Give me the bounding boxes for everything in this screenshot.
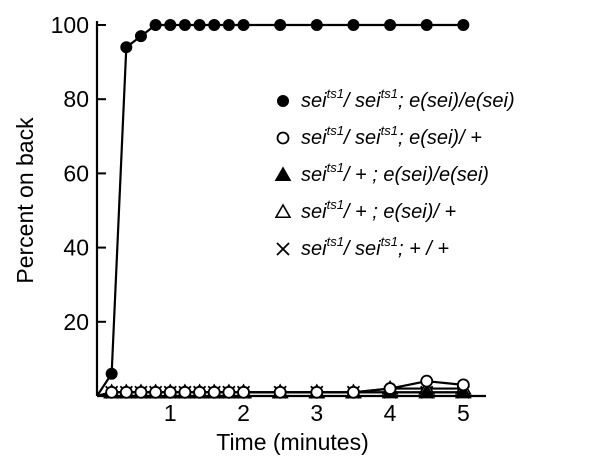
data-point <box>384 19 397 31</box>
y-tick-label: 20 <box>63 309 89 335</box>
data-point <box>207 385 221 399</box>
data-point <box>237 385 250 399</box>
data-point <box>276 242 290 256</box>
legend-entry: seits1/ + ; e(sei)/e(sei) <box>274 160 489 186</box>
data-point <box>274 166 292 182</box>
data-point <box>383 382 397 395</box>
legend-entry: seits1/ seits1; e(sei)/e(sei) <box>277 86 515 112</box>
data-point <box>178 19 191 31</box>
data-point <box>274 19 287 31</box>
data-point <box>119 385 133 399</box>
data-point <box>163 385 177 399</box>
data-point <box>276 131 290 145</box>
legend-label: seits1/ seits1; + / + <box>301 234 449 260</box>
data-point <box>222 385 236 399</box>
legend-label: seits1/ seits1; e(sei)/ + <box>301 123 482 149</box>
data-point <box>310 19 323 31</box>
data-point <box>347 385 360 399</box>
data-point <box>134 385 148 399</box>
x-tick-label: 5 <box>457 400 470 426</box>
legend-label: seits1/ + ; e(sei)/e(sei) <box>301 160 489 186</box>
data-point <box>105 367 118 380</box>
data-point <box>420 19 433 31</box>
data-point <box>134 30 147 43</box>
data-point <box>164 19 177 31</box>
legend: seits1/ seits1; e(sei)/e(sei) seits1/ sei… <box>274 86 515 260</box>
data-point <box>193 19 206 31</box>
data-point <box>208 19 221 31</box>
data-point <box>277 95 289 107</box>
legend-label: seits1/ + ; e(sei)/ + <box>301 197 456 223</box>
x-axis-title: Time (minutes) <box>216 429 369 455</box>
data-point <box>454 383 472 399</box>
legend-entry: seits1/ seits1; + / + <box>276 234 449 260</box>
data-point <box>149 19 162 31</box>
x-tick-label: 1 <box>164 400 177 426</box>
data-point <box>178 385 192 399</box>
data-point <box>273 385 287 399</box>
y-axis-title: Percent on back <box>12 117 38 284</box>
data-point <box>456 378 470 392</box>
data-point <box>105 385 119 399</box>
data-point <box>193 385 206 399</box>
data-point <box>222 19 235 31</box>
data-point <box>457 19 470 31</box>
y-tick-label: 60 <box>63 160 89 186</box>
legend-entry: seits1/ seits1; e(sei)/ + <box>276 123 482 149</box>
legend-entry: seits1/ + ; e(sei)/ + <box>274 197 456 223</box>
data-point <box>149 385 163 399</box>
data-point <box>120 41 133 54</box>
legend-label: seits1/ seits1; e(sei)/e(sei) <box>301 86 515 112</box>
series-open-circle <box>96 374 470 399</box>
data-point <box>418 383 436 399</box>
data-point <box>237 19 250 31</box>
data-point <box>310 385 324 399</box>
data-point <box>347 19 360 31</box>
x-tick-label: 4 <box>384 400 397 426</box>
data-series <box>96 19 472 399</box>
x-tick-label: 3 <box>310 400 323 426</box>
data-point <box>420 374 434 388</box>
series-filled-circle <box>96 19 470 397</box>
x-tick-label: 2 <box>237 400 250 426</box>
data-point-stroke <box>276 242 290 256</box>
y-tick-label: 40 <box>63 235 89 261</box>
y-tick-label: 100 <box>51 12 89 38</box>
data-point <box>274 203 292 219</box>
y-tick-label: 80 <box>63 86 89 112</box>
